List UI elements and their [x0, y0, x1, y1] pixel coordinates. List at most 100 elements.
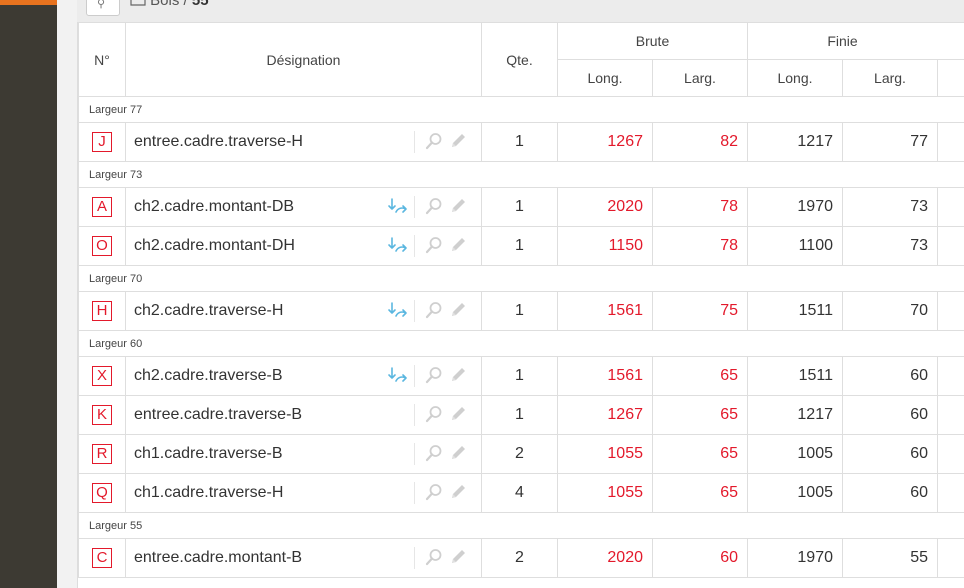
- pencil-icon[interactable]: [449, 483, 467, 501]
- cell-designation: ch1.cadre.traverse-H: [125, 473, 482, 513]
- magnifier-icon[interactable]: [425, 548, 443, 566]
- cell-brute-long: 1561: [557, 356, 653, 396]
- group-label: Largeur 70: [78, 265, 964, 292]
- col-header-qte[interactable]: Qte.: [481, 22, 558, 97]
- cell-brute-long: 1267: [557, 395, 653, 435]
- cell-extra: [936, 538, 964, 578]
- cell-extra: [936, 395, 964, 435]
- magnifier-icon[interactable]: [425, 366, 443, 384]
- cell-finie-larg: 60: [842, 395, 938, 435]
- row-tools: [414, 300, 473, 322]
- part-name: entree.cadre.montant-B: [134, 549, 303, 566]
- cell-finie-long: 1005: [747, 434, 843, 474]
- col-header-finie-long[interactable]: Long.: [747, 59, 843, 97]
- pencil-icon[interactable]: [449, 444, 467, 462]
- cell-finie-larg: 73: [842, 187, 938, 227]
- cell-finie-long: 1100: [747, 226, 843, 266]
- search-button[interactable]: ⚲: [86, 0, 120, 16]
- row-tools: [414, 443, 473, 465]
- breadcrumb-prefix: Bois /: [150, 0, 192, 9]
- cell-finie-long: 1970: [747, 187, 843, 227]
- cell-finie-larg: 77: [842, 122, 938, 162]
- group-header: Largeur 70: [78, 265, 964, 292]
- col-header-brute-larg[interactable]: Larg.: [652, 59, 748, 97]
- magnifier-icon[interactable]: [425, 132, 443, 150]
- magnifier-icon[interactable]: [425, 444, 443, 462]
- magnifier-icon[interactable]: [425, 483, 443, 501]
- magnifier-icon: ⚲: [97, 0, 106, 10]
- part-letter-badge: R: [92, 444, 112, 464]
- group-label: Largeur 77: [78, 96, 964, 123]
- cell-designation: ch2.cadre.traverse-B: [125, 356, 482, 396]
- magnifier-icon[interactable]: [425, 236, 443, 254]
- magnifier-icon[interactable]: [425, 301, 443, 319]
- cell-designation: ch2.cadre.traverse-H: [125, 291, 482, 331]
- cell-designation: ch2.cadre.montant-DB: [125, 187, 482, 227]
- cell-no: K: [78, 395, 126, 435]
- part-letter-badge: O: [92, 236, 112, 256]
- cell-brute-larg: 75: [652, 291, 748, 331]
- row-tools: [414, 547, 473, 569]
- row-tools: [414, 131, 473, 153]
- cell-qte: 2: [481, 434, 558, 474]
- group-header: Largeur 77: [78, 96, 964, 123]
- magnifier-icon[interactable]: [425, 197, 443, 215]
- cell-brute-long: 2020: [557, 538, 653, 578]
- pencil-icon[interactable]: [449, 548, 467, 566]
- cell-finie-larg: 60: [842, 356, 938, 396]
- row-tools: [414, 404, 473, 426]
- cell-qte: 1: [481, 395, 558, 435]
- cell-brute-larg: 60: [652, 538, 748, 578]
- toolbar: ⚲ Bois / 55: [77, 0, 964, 23]
- cell-qte: 1: [481, 187, 558, 227]
- parts-panel: N° Désignation Qte. Brute Finie Long. La…: [77, 22, 964, 588]
- cell-designation: entree.cadre.traverse-H: [125, 122, 482, 162]
- cell-finie-larg: 73: [842, 226, 938, 266]
- cell-extra: [936, 187, 964, 227]
- cell-brute-long: 1150: [557, 226, 653, 266]
- col-header-no[interactable]: N°: [78, 22, 126, 97]
- pencil-icon[interactable]: [449, 301, 467, 319]
- pencil-icon[interactable]: [449, 405, 467, 423]
- cell-qte: 1: [481, 356, 558, 396]
- pencil-icon[interactable]: [449, 236, 467, 254]
- sidebar-accent-bar: [0, 0, 57, 5]
- col-header-brute-long[interactable]: Long.: [557, 59, 653, 97]
- group-label: Largeur 55: [78, 512, 964, 539]
- cell-qte: 1: [481, 226, 558, 266]
- cell-finie-long: 1217: [747, 395, 843, 435]
- group-header: Largeur 55: [78, 512, 964, 539]
- cell-extra: [936, 434, 964, 474]
- transfer-icon[interactable]: [387, 197, 409, 217]
- cell-extra: [936, 473, 964, 513]
- part-name: ch2.cadre.montant-DH: [134, 237, 295, 254]
- cell-brute-long: 1055: [557, 434, 653, 474]
- cell-extra: [936, 291, 964, 331]
- magnifier-icon[interactable]: [425, 405, 443, 423]
- pencil-icon[interactable]: [449, 132, 467, 150]
- pencil-icon[interactable]: [449, 197, 467, 215]
- transfer-icon[interactable]: [387, 236, 409, 256]
- cell-finie-long: 1217: [747, 122, 843, 162]
- col-header-finie-larg[interactable]: Larg.: [842, 59, 938, 97]
- cell-qte: 2: [481, 538, 558, 578]
- group-header: Largeur 60: [78, 330, 964, 357]
- cell-designation: entree.cadre.montant-B: [125, 538, 482, 578]
- transfer-icon[interactable]: [387, 301, 409, 321]
- pencil-icon[interactable]: [449, 366, 467, 384]
- cell-extra: [936, 356, 964, 396]
- col-header-designation[interactable]: Désignation: [125, 22, 482, 97]
- part-name: entree.cadre.traverse-H: [134, 133, 303, 150]
- cell-no: R: [78, 434, 126, 474]
- transfer-icon[interactable]: [387, 366, 409, 386]
